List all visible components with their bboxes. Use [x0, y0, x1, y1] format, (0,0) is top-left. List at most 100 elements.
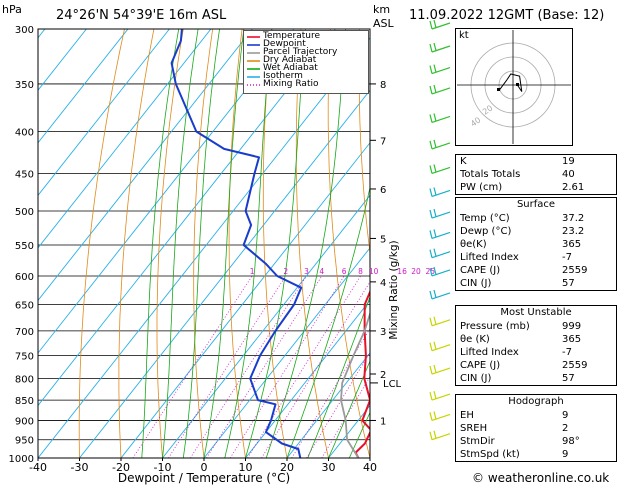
dry-adiabat: [193, 29, 214, 458]
row-value: 40: [562, 169, 575, 180]
wet-adiabat: [182, 29, 220, 458]
table-row: Temp (°C) 37.2: [456, 212, 616, 225]
hodograph-table: Hodograph EH 9 SREH 2 StmDir 98° StmSpd (kt) 9: [455, 394, 617, 462]
wind-barb: [429, 229, 451, 240]
km-tick-label: 6: [380, 185, 386, 196]
table-row: CIN (J) 57: [456, 372, 616, 385]
mixing-ratio-label: 8: [358, 267, 363, 276]
wind-barb: [429, 113, 451, 124]
wind-barb: [429, 289, 451, 300]
series-parcel-trajectory: [340, 310, 370, 458]
mixing-ratio-label: 2: [283, 267, 288, 276]
dry-adiabat: [118, 29, 155, 458]
isotherm-line: [38, 29, 253, 302]
row-key: Lifted Index: [460, 347, 519, 358]
wind-barb: [429, 411, 451, 422]
isotherm-line: [38, 29, 170, 197]
datetime-title: 11.09.2022 12GMT (Base: 12): [409, 8, 605, 23]
mixing-ratio-label: 4: [319, 267, 324, 276]
pressure-tick-label: 850: [15, 396, 34, 407]
pressure-tick-label: 950: [15, 436, 34, 447]
mixing-ratio-axis-label: Mixing Ratio (g/kg): [388, 240, 400, 339]
x-tick-label: 30: [322, 461, 336, 474]
wind-barb: [429, 84, 451, 95]
axes: 3003504004505005506006507007508008509009…: [9, 25, 400, 485]
x-axis-label: Dewpoint / Temperature (°C): [118, 471, 290, 485]
row-value: -7: [562, 347, 572, 358]
table-row: θe(K) 365: [456, 238, 616, 251]
isotherm-line: [286, 352, 370, 458]
indices-table: K 19 Totals Totals 40 PW (cm) 2.61: [455, 154, 617, 195]
pressure-tick-label: 550: [15, 241, 34, 252]
most-unstable-title: Most Unstable: [500, 307, 572, 318]
km-label: km: [373, 3, 391, 16]
pressure-tick-label: 500: [15, 207, 34, 218]
hodograph-frame: [455, 28, 573, 146]
row-key: PW (cm): [460, 182, 503, 193]
legend-label: Mixing Ratio: [263, 79, 319, 89]
row-value: 98°: [562, 436, 580, 447]
wind-barb: [429, 64, 451, 75]
table-row: Lifted Index -7: [456, 251, 616, 264]
table-row: PW (cm) 2.61: [456, 181, 616, 194]
hodograph-unit: kt: [459, 30, 469, 41]
mixing-ratio-label: 10: [369, 267, 379, 276]
mixing-ratio-label: 16: [397, 267, 407, 276]
wind-barb: [429, 19, 451, 30]
row-value: -7: [562, 252, 572, 263]
pressure-tick-label: 700: [15, 327, 34, 338]
hodograph-trace: [499, 73, 523, 92]
wind-barbs: [429, 19, 451, 441]
pressure-tick-label: 650: [15, 301, 34, 312]
mixing-ratio-line: [190, 275, 307, 458]
mixing-ratio-label: 6: [342, 267, 347, 276]
legend-swatches: [247, 36, 260, 86]
isotherm-line: [38, 29, 212, 249]
x-tick-label: -20: [112, 461, 130, 474]
row-key: Dewp (°C): [460, 226, 512, 237]
row-value: 9: [562, 449, 569, 460]
legend-label: Parcel Trajectory: [263, 47, 338, 57]
isotherm-line: [0, 29, 3, 458]
wind-barb: [429, 187, 451, 198]
hodograph-marker: [516, 83, 519, 86]
legend: Temperature Dewpoint Parcel Trajectory Dry …: [243, 30, 369, 94]
most-unstable-table: Most Unstable Pressure (mb) 999 θe (K) 365 L…: [455, 305, 617, 386]
x-tick-label: -40: [29, 461, 47, 474]
dry-adiabat: [624, 29, 629, 458]
km-tick-label: 1: [380, 416, 386, 427]
row-key: StmDir: [460, 436, 495, 447]
wind-barb: [429, 42, 451, 53]
mixing-ratio-label: 3: [304, 267, 309, 276]
row-key: Totals Totals: [460, 169, 521, 180]
wind-barb: [429, 430, 451, 441]
pressure-tick-label: 600: [15, 272, 34, 283]
mixing-ratio-line: [206, 275, 323, 458]
row-value: 23.2: [562, 226, 585, 237]
dry-adiabat: [358, 29, 370, 257]
legend-label: Temperature: [263, 31, 321, 41]
row-key: θe (K): [460, 334, 490, 345]
x-tick-label: 20: [280, 461, 294, 474]
row-value: 2: [562, 423, 569, 434]
surface-title: Surface: [516, 199, 556, 210]
row-key: EH: [460, 410, 474, 421]
x-tick-label: -10: [154, 461, 172, 474]
series-dewpoint: [170, 29, 303, 458]
dry-adiabat: [78, 29, 125, 458]
row-value: 365: [562, 239, 582, 250]
table-row: Lifted Index -7: [456, 346, 616, 359]
dry-adiabat: [156, 29, 184, 458]
wind-barb: [429, 208, 451, 219]
row-value: 365: [562, 334, 582, 345]
mixing-ratio-line: [229, 275, 345, 458]
dry-adiabat: [295, 29, 329, 458]
pressure-tick-label: 900: [15, 416, 34, 427]
pressure-tick-label: 350: [15, 80, 34, 91]
row-value: 19: [562, 156, 575, 167]
wet-adiabat: [265, 29, 346, 458]
wind-barb: [429, 341, 451, 352]
row-key: CIN (J): [460, 373, 492, 384]
